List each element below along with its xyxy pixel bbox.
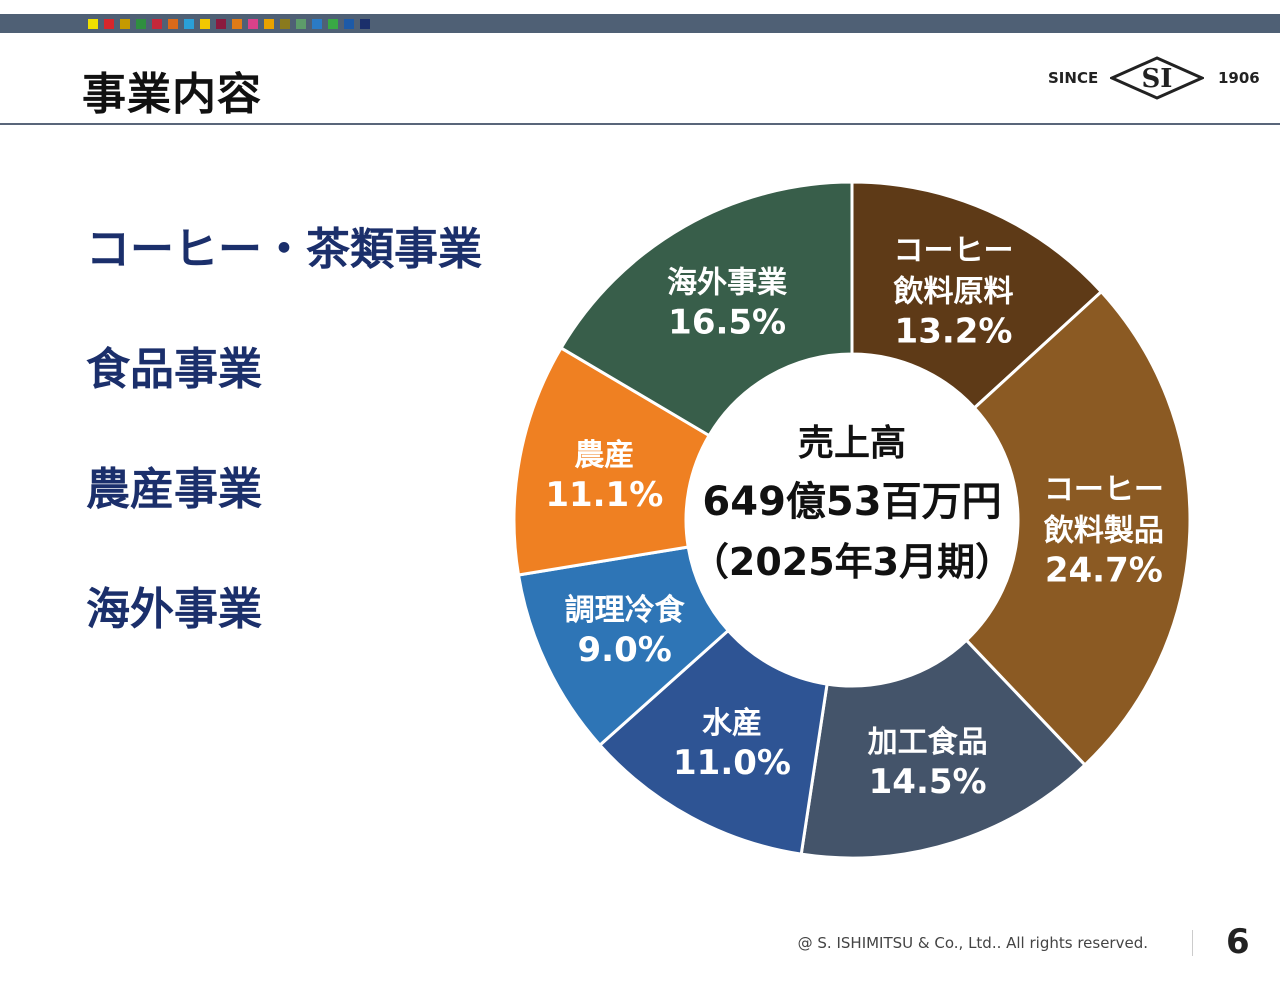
slice-name-label-6: 海外事業 <box>667 266 787 301</box>
footer-copyright: @ S. ISHIMITSU & Co., Ltd.. All rights r… <box>797 934 1148 952</box>
logo-year: 1906 <box>1218 69 1260 87</box>
color-square-10 <box>248 19 258 29</box>
business-item-coffee-tea: コーヒー・茶類事業 <box>86 224 482 275</box>
sales-donut-chart: コーヒー飲料原料13.2%コーヒー飲料製品24.7%加工食品14.5%水産11.… <box>512 180 1192 860</box>
slice-value-label-6: 16.5% <box>668 303 786 343</box>
center-sales-value: 649億53百万円 <box>702 479 1001 525</box>
donut-slice-6 <box>559 180 854 438</box>
color-square-12 <box>280 19 290 29</box>
color-square-6 <box>184 19 194 29</box>
slice-name-label-1: 飲料製品 <box>1044 514 1164 549</box>
business-list: コーヒー・茶類事業 食品事業 農産事業 海外事業 <box>86 220 482 700</box>
center-title: 売上高 <box>798 423 906 464</box>
donut-slice-1 <box>964 289 1192 768</box>
page-number: 6 <box>1226 922 1250 962</box>
color-square-13 <box>296 19 306 29</box>
color-square-3 <box>136 19 146 29</box>
donut-slice-3 <box>597 628 829 856</box>
color-square-14 <box>312 19 322 29</box>
color-square-5 <box>168 19 178 29</box>
slice-name-label-3: 水産 <box>702 706 762 741</box>
center-fiscal-period: （2025年3月期） <box>691 540 1013 584</box>
company-logo: SINCE SI 1906 <box>1046 56 1260 100</box>
logo-diamond-icon: SI <box>1110 56 1204 100</box>
slice-value-label-0: 13.2% <box>895 311 1013 351</box>
color-square-16 <box>344 19 354 29</box>
business-item-food: 食品事業 <box>86 344 262 395</box>
color-square-9 <box>232 19 242 29</box>
slice-name-label-0: コーヒー <box>894 233 1014 268</box>
footer-divider <box>1192 930 1193 956</box>
slice-value-label-4: 9.0% <box>578 630 672 670</box>
slice-name-label-5: 農産 <box>574 438 634 473</box>
color-square-15 <box>328 19 338 29</box>
slice-name-label-1: コーヒー <box>1044 473 1164 508</box>
color-square-1 <box>104 19 114 29</box>
logo-mark: SI <box>1142 64 1173 94</box>
logo-since: SINCE <box>1048 69 1099 87</box>
color-square-0 <box>88 19 98 29</box>
page-title: 事業内容 <box>82 69 262 120</box>
slice-value-label-1: 24.7% <box>1045 551 1163 591</box>
color-square-7 <box>200 19 210 29</box>
business-item-agriculture: 農産事業 <box>86 464 262 515</box>
donut-slice-5 <box>512 345 712 577</box>
color-square-17 <box>360 19 370 29</box>
slice-name-label-2: 加工食品 <box>868 725 988 760</box>
slice-name-label-0: 飲料原料 <box>894 274 1014 309</box>
color-square-8 <box>216 19 226 29</box>
slice-value-label-3: 11.0% <box>673 743 791 783</box>
slice-value-label-2: 14.5% <box>869 762 987 802</box>
color-square-11 <box>264 19 274 29</box>
color-square-4 <box>152 19 162 29</box>
slice-value-label-5: 11.1% <box>545 475 663 515</box>
slice-name-label-4: 調理冷食 <box>565 593 686 628</box>
business-item-overseas: 海外事業 <box>86 584 262 635</box>
donut-slice-0 <box>850 180 1104 411</box>
donut-slice-2 <box>799 638 1088 860</box>
color-squares-strip <box>88 19 370 29</box>
color-square-2 <box>120 19 130 29</box>
title-divider <box>0 123 1280 125</box>
